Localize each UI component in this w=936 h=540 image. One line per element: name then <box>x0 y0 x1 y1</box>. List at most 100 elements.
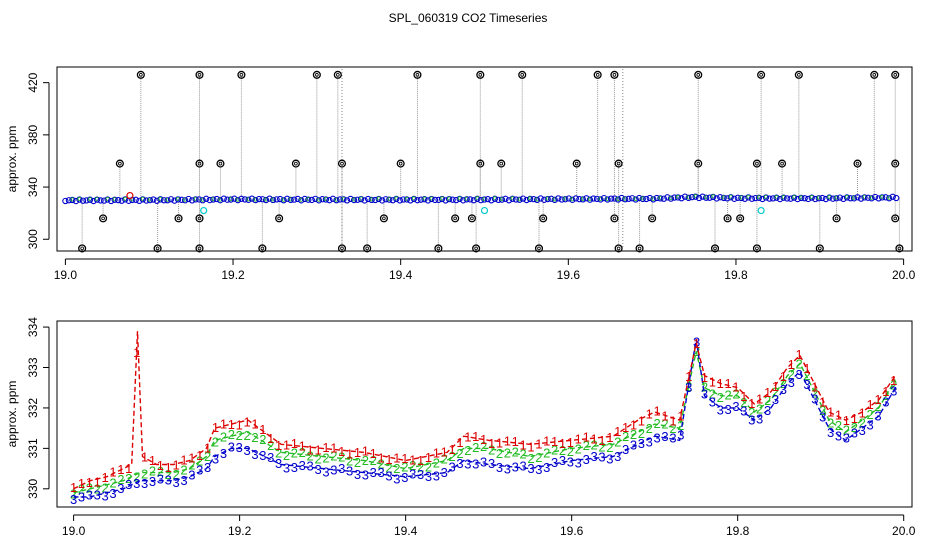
baseline-point <box>590 195 597 202</box>
series-2-point: 2 <box>464 443 471 458</box>
series-1-point: 1 <box>378 451 385 466</box>
top-plot-frame <box>56 66 913 252</box>
bottom-x-tick-label: 19.2 <box>228 524 252 538</box>
outlier-point-inner <box>197 73 202 77</box>
series-3-point: 3 <box>243 443 250 458</box>
series-2-point: 2 <box>732 386 739 401</box>
series-1-point: 1 <box>409 452 416 467</box>
series-3-point: 3 <box>788 375 795 390</box>
outlier-point <box>476 70 485 79</box>
outlier-point <box>752 159 761 168</box>
series-2-point: 2 <box>535 450 542 465</box>
series-2-point: 2 <box>606 440 613 455</box>
baseline-point <box>255 195 263 203</box>
baseline-point <box>245 196 252 203</box>
baseline-point <box>284 195 291 202</box>
series-1-point: 1 <box>488 436 495 451</box>
baseline-point <box>171 197 178 204</box>
baseline-point-green <box>535 197 540 202</box>
baseline-point-green <box>686 195 691 200</box>
baseline-point-green <box>482 196 487 201</box>
outlier-point <box>195 70 204 79</box>
outlier-point-inner <box>755 246 759 251</box>
series-2-point: 2 <box>677 418 684 433</box>
baseline-point <box>498 196 506 203</box>
outlier-point-inner <box>365 246 369 251</box>
outlier-point <box>195 214 204 223</box>
series-3-point: 3 <box>614 449 621 464</box>
series-3-point: 3 <box>504 462 511 477</box>
series-2-point: 2 <box>149 464 156 479</box>
series-3-point: 3 <box>299 458 306 473</box>
baseline-point <box>238 195 245 202</box>
series-2-point: 2 <box>472 440 479 455</box>
baseline-point <box>305 196 312 203</box>
baseline-point <box>625 195 632 202</box>
bottom-x-tick-label: 20.0 <box>892 524 916 538</box>
series-1-point: 1 <box>157 458 164 473</box>
baseline-point-green <box>598 196 603 201</box>
baseline-point <box>368 196 375 204</box>
baseline-point <box>414 197 421 204</box>
series-2-point: 2 <box>173 467 180 482</box>
series-1-point: 1 <box>212 420 219 435</box>
top-x-tick-label: 19.6 <box>557 268 581 282</box>
outlier-point <box>534 244 544 253</box>
outlier-point-inner <box>218 161 223 166</box>
baseline-point-green <box>851 195 856 200</box>
baseline-point <box>526 195 534 203</box>
baseline-point <box>343 197 351 204</box>
series-2-point: 2 <box>661 417 668 432</box>
outlier-point-inner <box>834 216 839 221</box>
baseline-point-green <box>112 197 117 202</box>
baseline-point <box>519 195 527 202</box>
series-2-point: 2 <box>354 455 361 470</box>
series-1-point: 1 <box>196 448 203 463</box>
series-1-point: 1 <box>693 336 700 351</box>
baseline-point-green <box>235 197 240 202</box>
series-3-point: 3 <box>543 460 550 475</box>
baseline-point <box>879 194 886 201</box>
outlier-point <box>752 244 761 253</box>
baseline-point-green <box>528 196 533 201</box>
outlier-point <box>778 159 787 168</box>
series-1-point: 1 <box>259 422 266 437</box>
outlier-point <box>195 159 204 168</box>
outlier-point <box>476 159 485 168</box>
baseline-point <box>868 195 875 202</box>
series-2-point: 2 <box>843 423 850 438</box>
series-1-point: 1 <box>133 345 140 360</box>
baseline-point <box>871 193 879 201</box>
series-2-point: 2 <box>220 430 227 445</box>
series-2-point: 2 <box>86 481 93 496</box>
series-3-point: 3 <box>717 403 724 418</box>
outlier-point <box>396 159 405 168</box>
baseline-point <box>695 194 703 202</box>
outlier-point-inner <box>520 73 525 77</box>
baseline-point <box>266 195 273 202</box>
outlier-point <box>694 70 703 79</box>
series-2-point: 2 <box>614 435 621 450</box>
series-1-point: 1 <box>527 440 534 455</box>
outlier-point <box>174 214 183 223</box>
outlier-point-inner <box>738 216 742 221</box>
series-2-point: 2 <box>780 376 787 391</box>
series-2-point: 2 <box>102 480 109 495</box>
baseline-point <box>727 194 734 201</box>
series-1-point: 1 <box>811 379 818 394</box>
series-3-point: 3 <box>322 464 329 479</box>
baseline-point <box>889 193 896 200</box>
bottom-plot-frame <box>56 320 913 508</box>
outlier-point-inner <box>650 216 654 221</box>
outlier-point-inner <box>612 216 617 221</box>
outlier-point <box>434 244 443 253</box>
series-1-point: 1 <box>417 453 424 468</box>
outlier-point-inner <box>139 73 143 77</box>
series-1-point: 1 <box>559 436 566 451</box>
series-2-point: 2 <box>291 446 298 461</box>
series-3-point: 3 <box>173 475 180 490</box>
series-3-point: 3 <box>803 377 810 392</box>
outlier-point-inner <box>239 73 244 77</box>
baseline-point <box>766 195 773 202</box>
baseline-point <box>639 195 646 203</box>
